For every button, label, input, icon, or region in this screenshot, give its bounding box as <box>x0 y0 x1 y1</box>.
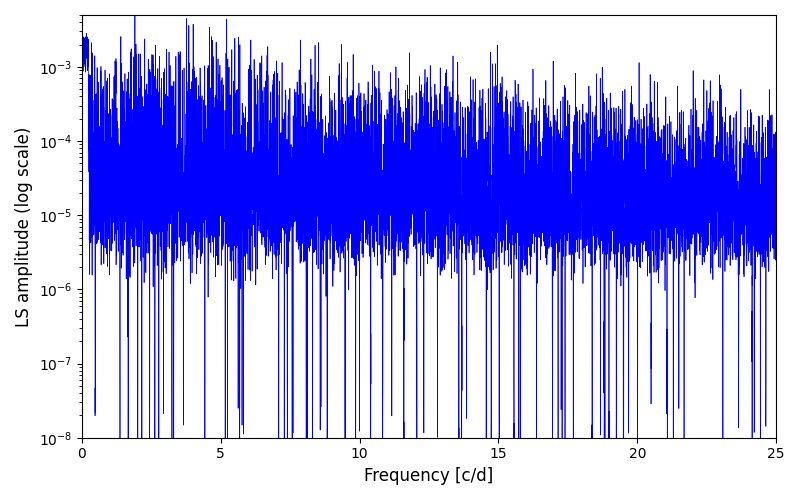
X-axis label: Frequency [c/d]: Frequency [c/d] <box>364 467 494 485</box>
Y-axis label: LS amplitude (log scale): LS amplitude (log scale) <box>15 126 33 326</box>
